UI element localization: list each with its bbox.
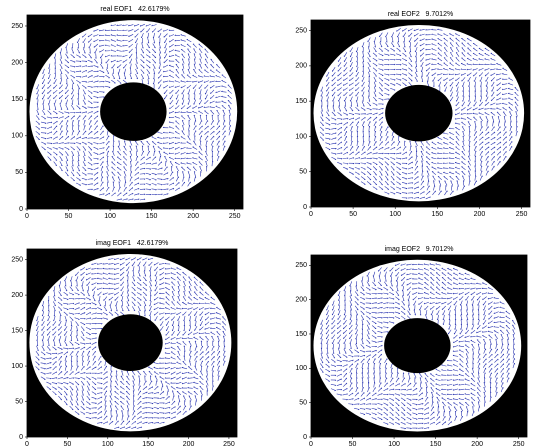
subplot: real EOF2 9.7012% 0 50 100 150 200 250 0 50 100 15… — [295, 11, 530, 218]
x-tick-label: 100 — [104, 213, 116, 220]
hole — [385, 85, 452, 141]
y-tick-label: 0 — [19, 206, 23, 213]
y-tick-label: 150 — [295, 98, 307, 105]
subplot-title: real EOF2 9.7012% — [388, 11, 453, 18]
subplot-title: real EOF1 42.6179% — [100, 6, 169, 13]
x-tick-label: 0 — [309, 211, 313, 218]
hole — [100, 82, 166, 141]
y-tick-label: 200 — [11, 59, 23, 66]
y-tick-label: 100 — [295, 133, 307, 140]
x-tick-label: 50 — [65, 213, 73, 220]
y-tick-label: 100 — [11, 133, 23, 140]
y-tick-label: 200 — [295, 63, 307, 70]
subplot: imag EOF1 42.6179%0501001502002500501001… — [11, 240, 237, 448]
x-tick-label: 50 — [349, 211, 357, 218]
x-tick-label: 0 — [25, 213, 29, 220]
x-tick-label: 250 — [516, 211, 528, 218]
x-tick-label: 200 — [187, 213, 199, 220]
y-tick-label: 50 — [299, 169, 307, 176]
y-tick-label: 250 — [295, 27, 307, 34]
y-tick-label: 50 — [15, 169, 23, 176]
x-tick-label: 200 — [474, 211, 486, 218]
subplot: real EOF1 42.6179% 0 50 100 150 200 250 0 50 100 1… — [11, 6, 243, 220]
figure: real EOF1 42.6179% 0 50 100 150 200 250 0 50 100 1… — [0, 0, 542, 448]
y-tick-label: 0 — [303, 204, 307, 211]
x-tick-label: 250 — [229, 213, 241, 220]
y-tick-label: 150 — [11, 96, 23, 103]
y-tick-label: 250 — [11, 23, 23, 30]
x-tick-label: 100 — [389, 211, 401, 218]
x-tick-label: 150 — [146, 213, 158, 220]
x-tick-label: 150 — [432, 211, 444, 218]
